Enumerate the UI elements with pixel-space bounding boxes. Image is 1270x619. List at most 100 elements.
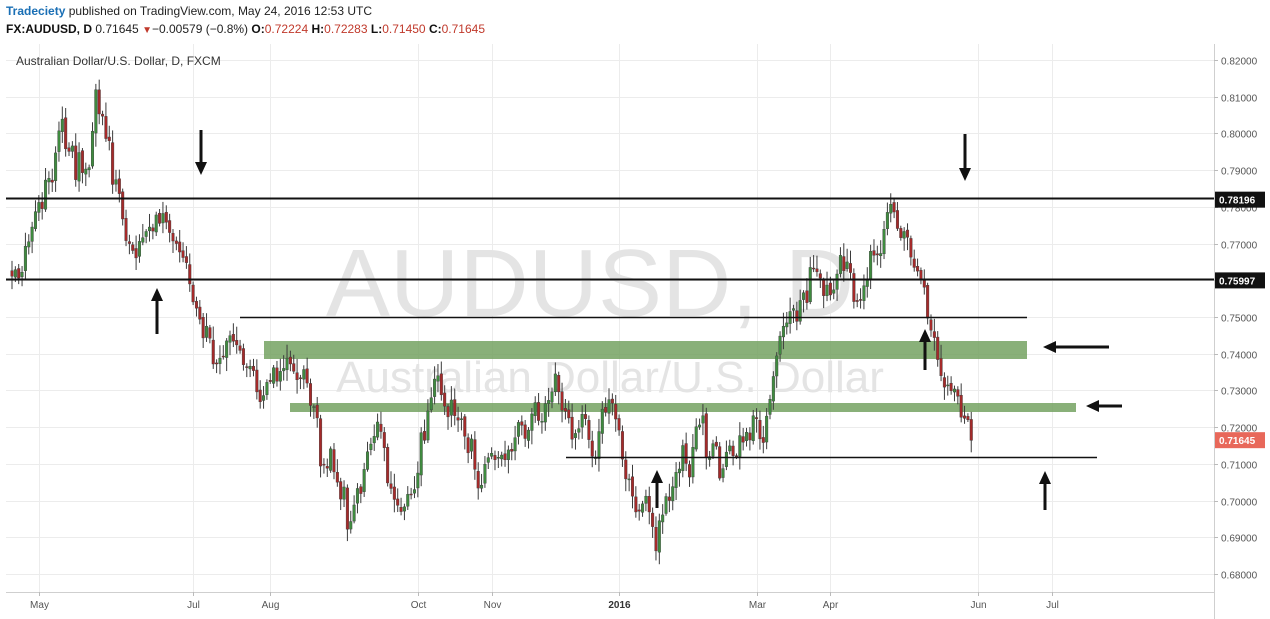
candle[interactable]	[828, 276, 832, 301]
candle[interactable]	[506, 445, 510, 474]
candle[interactable]	[959, 383, 963, 423]
candle[interactable]	[275, 360, 279, 387]
candle[interactable]	[248, 359, 252, 378]
candle[interactable]	[419, 427, 423, 487]
candle[interactable]	[516, 419, 520, 445]
candle[interactable]	[587, 415, 591, 449]
candle[interactable]	[198, 300, 202, 325]
candle[interactable]	[892, 197, 896, 219]
candle[interactable]	[10, 260, 14, 290]
resistance-zone[interactable]	[264, 341, 1027, 359]
candle[interactable]	[748, 427, 752, 451]
candle[interactable]	[282, 355, 286, 381]
candle[interactable]	[644, 489, 648, 512]
candle[interactable]	[47, 171, 51, 195]
candle[interactable]	[194, 296, 198, 317]
candle[interactable]	[161, 201, 165, 234]
candle[interactable]	[916, 258, 920, 277]
candle[interactable]	[70, 141, 74, 159]
candle[interactable]	[607, 388, 611, 425]
candle[interactable]	[637, 503, 641, 521]
candle[interactable]	[305, 357, 309, 388]
candle[interactable]	[483, 456, 487, 488]
candle[interactable]	[251, 358, 255, 377]
candle[interactable]	[694, 418, 698, 452]
candle[interactable]	[80, 148, 84, 184]
candle[interactable]	[221, 345, 225, 360]
candle[interactable]	[107, 125, 111, 151]
candle[interactable]	[775, 352, 779, 388]
candle[interactable]	[553, 362, 557, 397]
candle[interactable]	[802, 290, 806, 313]
candle[interactable]	[50, 168, 54, 192]
candle[interactable]	[530, 408, 534, 445]
candle[interactable]	[255, 359, 259, 400]
candle[interactable]	[956, 386, 960, 405]
candle[interactable]	[97, 79, 101, 125]
candle[interactable]	[168, 213, 172, 243]
candle[interactable]	[23, 232, 27, 279]
candle[interactable]	[309, 378, 313, 417]
candle[interactable]	[785, 311, 789, 335]
candle[interactable]	[449, 386, 453, 427]
candle[interactable]	[617, 414, 621, 436]
candle[interactable]	[667, 483, 671, 513]
candle[interactable]	[44, 168, 48, 212]
candle[interactable]	[533, 396, 537, 423]
candle[interactable]	[436, 364, 440, 393]
candle[interactable]	[131, 241, 135, 254]
candle[interactable]	[473, 431, 477, 480]
candle[interactable]	[688, 460, 692, 487]
candle[interactable]	[721, 463, 725, 483]
candle[interactable]	[84, 162, 88, 187]
candle[interactable]	[114, 169, 118, 192]
candle[interactable]	[781, 312, 785, 350]
candle[interactable]	[513, 425, 517, 461]
candle[interactable]	[355, 483, 359, 514]
candle[interactable]	[761, 425, 765, 454]
candle[interactable]	[641, 500, 645, 517]
candle[interactable]	[651, 507, 655, 538]
candle[interactable]	[664, 493, 668, 516]
candle[interactable]	[231, 323, 235, 348]
candle[interactable]	[272, 364, 276, 389]
candle[interactable]	[724, 440, 728, 471]
candle[interactable]	[315, 396, 319, 428]
candle[interactable]	[527, 427, 531, 449]
candle[interactable]	[577, 420, 581, 440]
candle[interactable]	[54, 146, 58, 192]
author-link[interactable]: Tradeciety	[6, 4, 66, 18]
candle[interactable]	[154, 211, 158, 237]
candle[interactable]	[292, 354, 296, 374]
candle[interactable]	[879, 240, 883, 268]
candle[interactable]	[369, 437, 373, 456]
candle[interactable]	[557, 371, 561, 405]
candle[interactable]	[64, 108, 68, 157]
candle[interactable]	[181, 242, 185, 263]
candle[interactable]	[952, 385, 956, 402]
candle[interactable]	[503, 440, 507, 467]
candle[interactable]	[718, 442, 722, 481]
candle[interactable]	[57, 121, 61, 162]
candle[interactable]	[882, 220, 886, 260]
candle[interactable]	[117, 169, 121, 203]
candle[interactable]	[922, 269, 926, 295]
price-axis[interactable]: 0.82000 0.81000 0.80000 0.79000 0.78000 0.770…	[1214, 44, 1258, 619]
candle[interactable]	[580, 405, 584, 439]
candle[interactable]	[711, 439, 715, 459]
candle[interactable]	[158, 209, 162, 227]
candle[interactable]	[567, 400, 571, 424]
candle[interactable]	[459, 412, 463, 431]
candle[interactable]	[939, 344, 943, 382]
candle[interactable]	[547, 387, 551, 417]
candle[interactable]	[402, 503, 406, 521]
candle[interactable]	[942, 372, 946, 400]
candle[interactable]	[520, 415, 524, 436]
candle[interactable]	[674, 462, 678, 501]
candle[interactable]	[20, 266, 24, 287]
candle[interactable]	[949, 376, 953, 395]
candle[interactable]	[439, 361, 443, 401]
candle[interactable]	[677, 461, 681, 487]
support-zone[interactable]	[290, 403, 1076, 412]
candle[interactable]	[486, 452, 490, 470]
